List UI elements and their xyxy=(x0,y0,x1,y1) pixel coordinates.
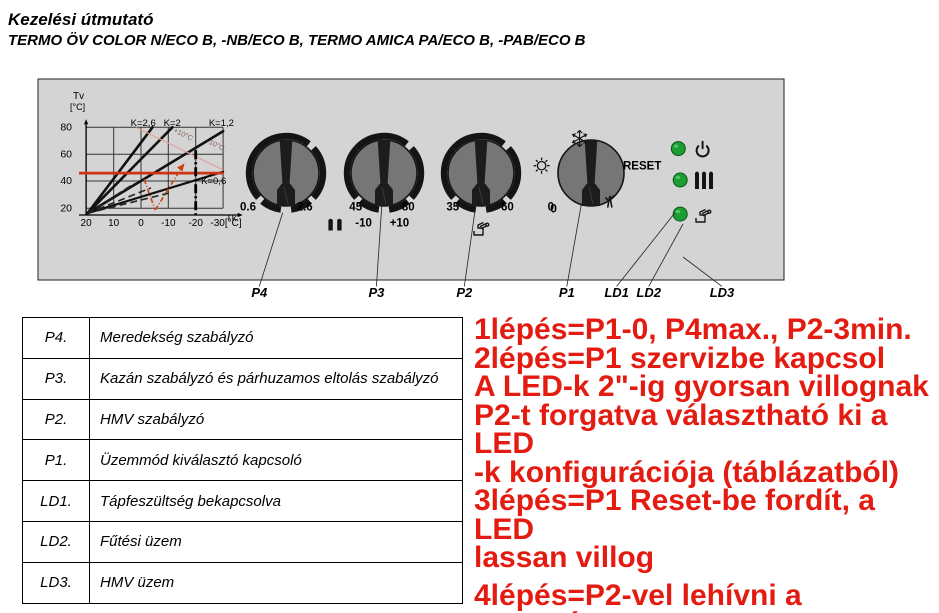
svg-text:40: 40 xyxy=(60,175,72,187)
svg-text:RESET: RESET xyxy=(623,161,661,173)
svg-text:K=2: K=2 xyxy=(164,118,181,129)
svg-text:LD3: LD3 xyxy=(710,285,735,300)
svg-text:P4: P4 xyxy=(251,285,268,300)
svg-text:10: 10 xyxy=(108,218,120,229)
svg-text:35: 35 xyxy=(446,202,459,214)
svg-text:K=1,2: K=1,2 xyxy=(209,118,234,129)
svg-text:0.6: 0.6 xyxy=(240,202,256,214)
svg-text:2.6: 2.6 xyxy=(297,202,313,214)
svg-text:60: 60 xyxy=(501,202,514,214)
svg-text:-10: -10 xyxy=(161,218,176,229)
svg-text:-10: -10 xyxy=(355,218,372,230)
svg-text:K=2,6: K=2,6 xyxy=(131,118,156,129)
svg-text:LD1: LD1 xyxy=(604,285,629,300)
svg-text:-20: -20 xyxy=(188,218,203,229)
svg-text:P2: P2 xyxy=(456,285,473,300)
svg-text:-30[°C]: -30[°C] xyxy=(210,218,241,229)
svg-text:0: 0 xyxy=(138,218,144,229)
svg-text:45: 45 xyxy=(349,202,362,214)
svg-text:0: 0 xyxy=(550,202,557,216)
svg-text:20: 20 xyxy=(60,203,72,215)
svg-text:80: 80 xyxy=(60,122,72,134)
svg-text:+10: +10 xyxy=(390,218,410,230)
svg-text:20: 20 xyxy=(81,218,93,229)
svg-text:LD2: LD2 xyxy=(636,285,661,300)
svg-text:Tv: Tv xyxy=(73,91,84,102)
svg-text:[°C]: [°C] xyxy=(70,102,85,112)
svg-text:60: 60 xyxy=(60,148,72,160)
svg-text:80: 80 xyxy=(402,202,415,214)
svg-text:P3: P3 xyxy=(368,285,385,300)
svg-text:P1: P1 xyxy=(559,285,575,300)
svg-text:K=0,6: K=0,6 xyxy=(201,176,226,187)
